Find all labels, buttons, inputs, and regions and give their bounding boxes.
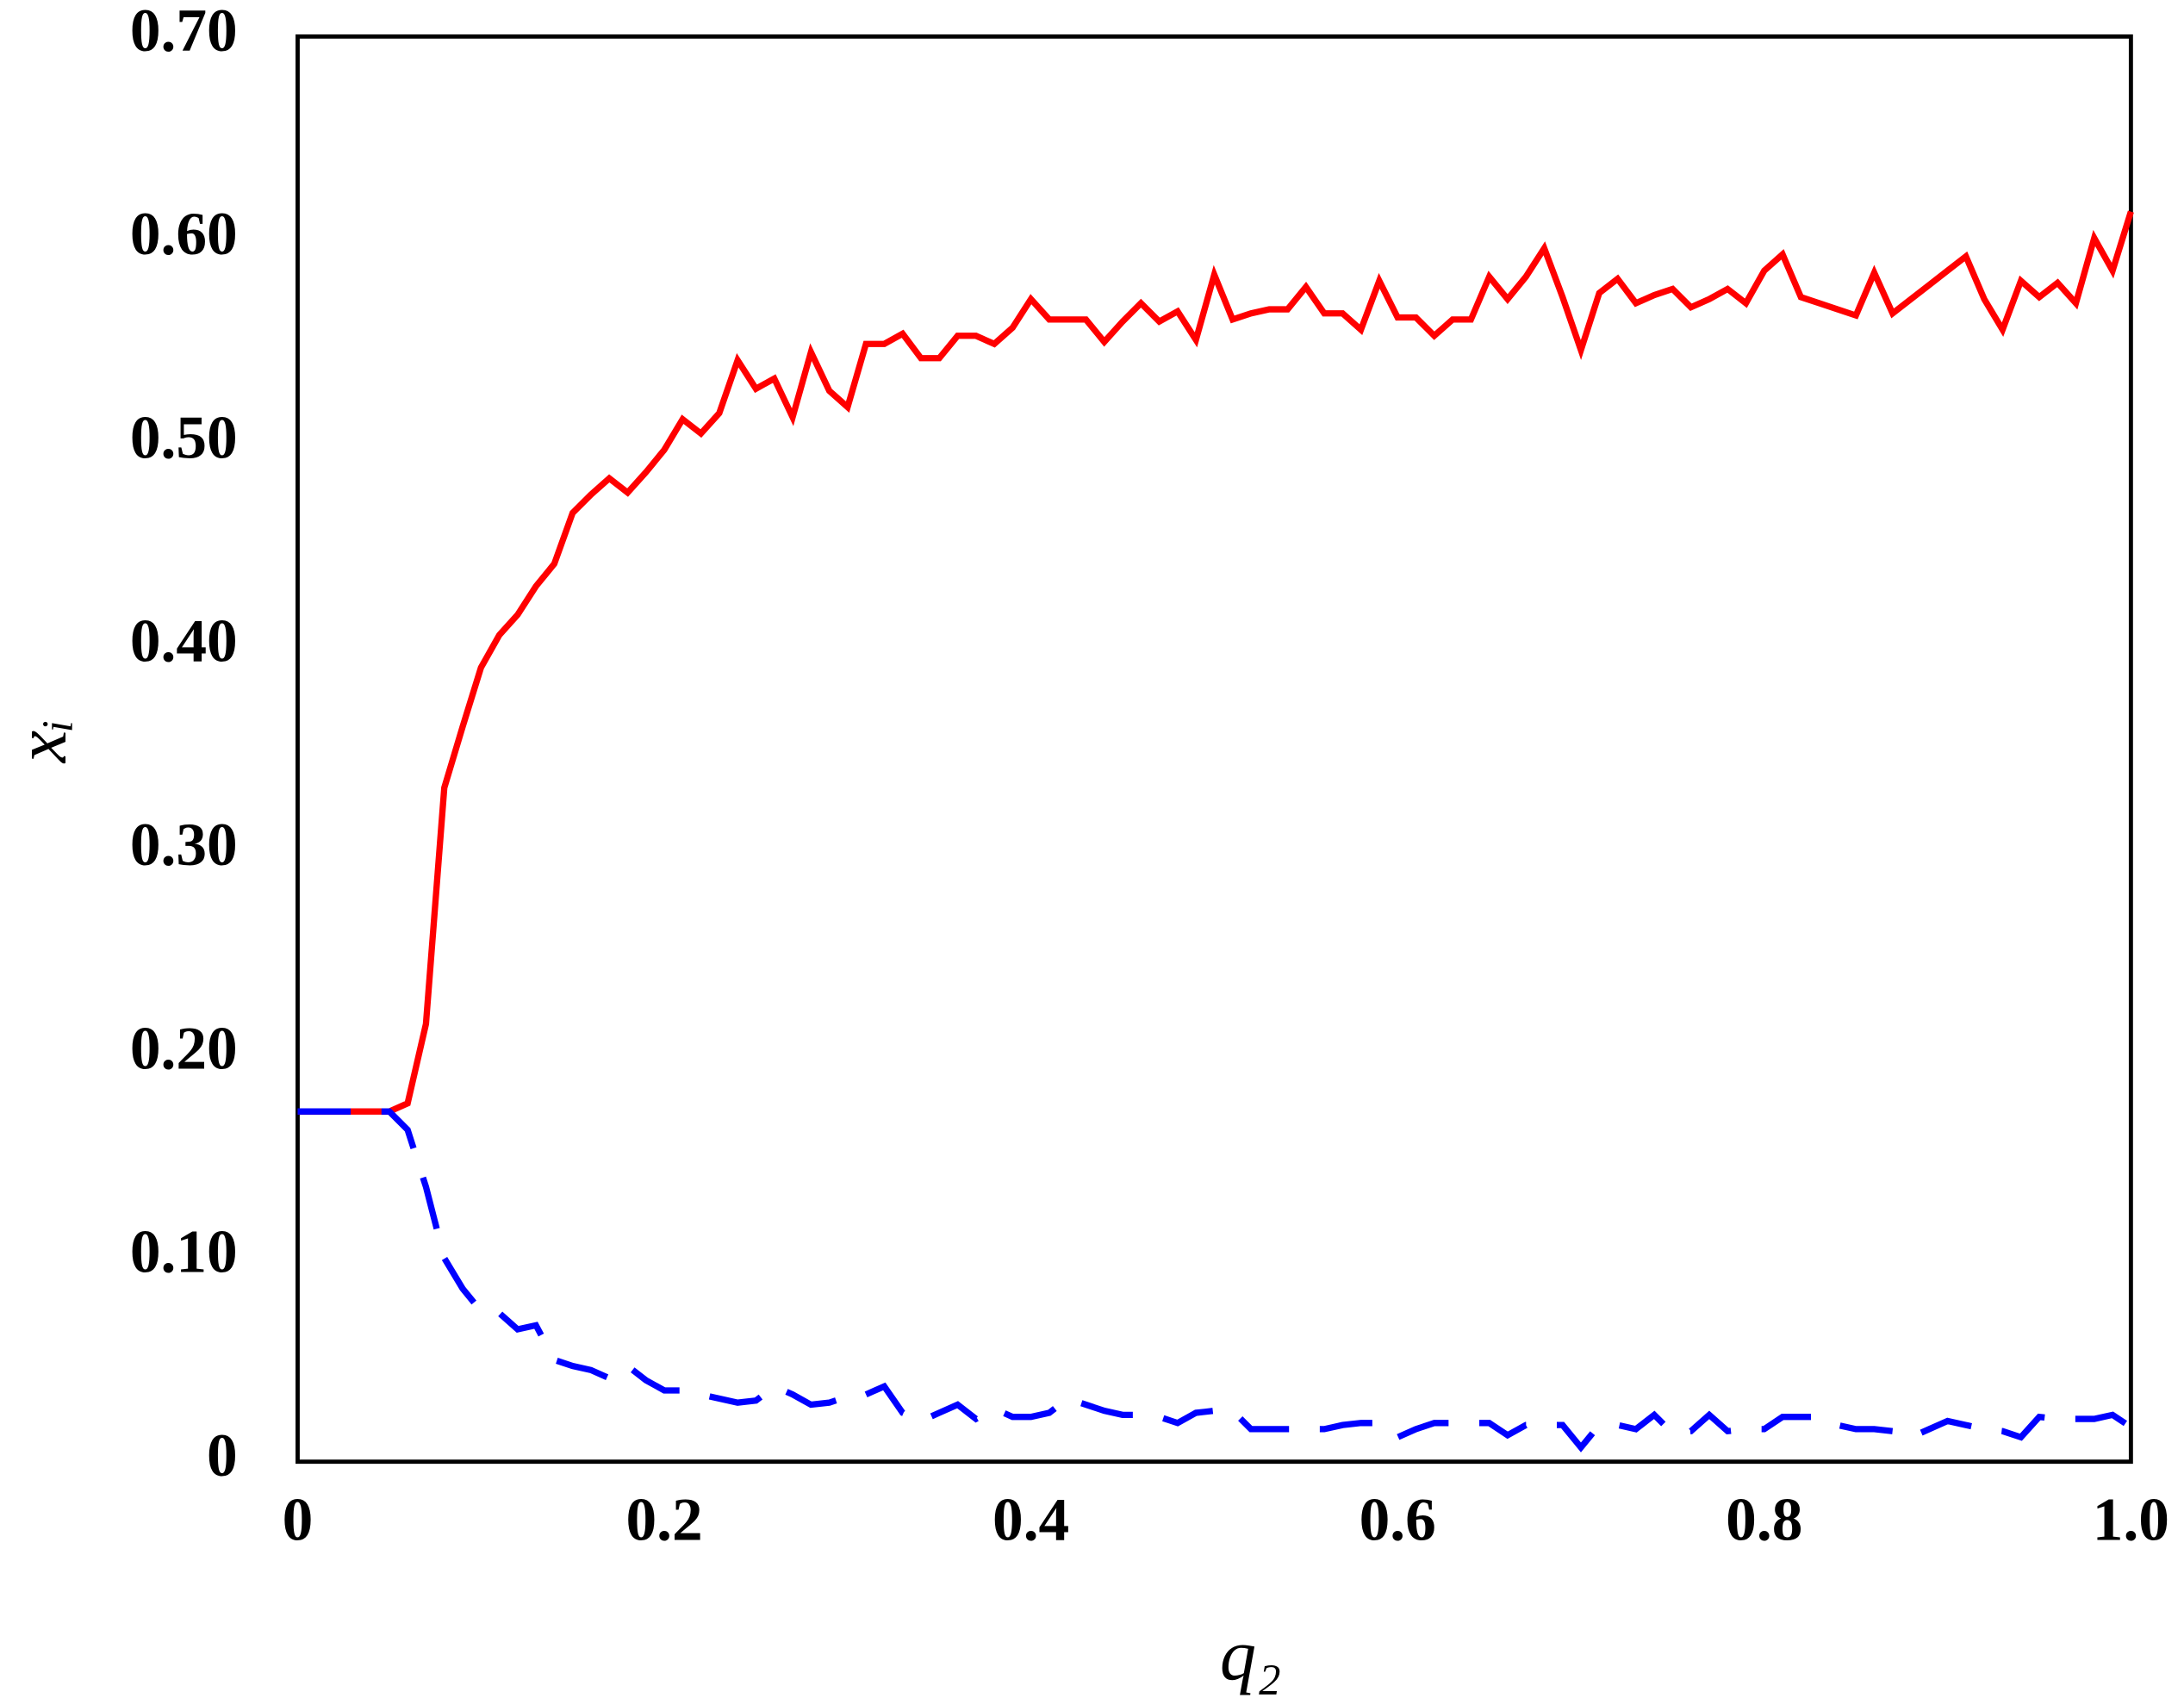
plot-frame (296, 34, 2133, 1465)
x-tick-label: 0 (283, 1486, 314, 1554)
y-tick-label: 0.10 (130, 1218, 238, 1286)
x-tick-label: 0.2 (625, 1486, 702, 1554)
y-tick-label: 0.30 (130, 811, 238, 879)
y-tick-label: 0.60 (130, 200, 238, 268)
data-line (297, 210, 2134, 1115)
y-tick-label: 0.20 (130, 1014, 238, 1082)
y-tick-label: 0.40 (130, 607, 238, 675)
data-line (297, 1108, 2133, 1452)
x-tick-label: 0.8 (1726, 1486, 1802, 1554)
y-axis-title: xᵢ (2, 718, 82, 764)
x-tick-label: 0.6 (1360, 1486, 1436, 1554)
y-tick-label: 0 (207, 1421, 238, 1490)
y-tick-label: 0.50 (130, 403, 238, 471)
x-tick-label: 0.4 (992, 1486, 1069, 1554)
x-axis-title: q₂ (1220, 1616, 1281, 1696)
y-tick-label: 0.70 (130, 0, 238, 65)
x-tick-label: 1.0 (2093, 1486, 2169, 1554)
